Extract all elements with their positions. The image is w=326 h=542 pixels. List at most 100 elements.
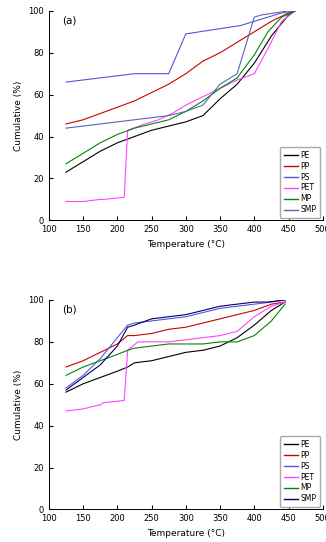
X-axis label: Temperature (°C): Temperature (°C) (147, 529, 225, 538)
PS (201, 309, 205, 316)
PP (235, 312, 239, 318)
Line: PS: PS (66, 11, 295, 82)
MP (293, 8, 297, 14)
Line: MP: MP (66, 11, 295, 164)
PS (115, 334, 119, 341)
PET (218, 332, 222, 339)
PS (184, 31, 188, 37)
PP (133, 332, 137, 339)
SMP (126, 324, 130, 331)
PET (280, 18, 284, 24)
PP (115, 104, 119, 111)
MP (235, 339, 239, 345)
MP (184, 341, 188, 347)
SMP (64, 125, 68, 131)
PS (126, 322, 130, 328)
SMP (259, 12, 263, 18)
PS (98, 356, 102, 362)
MP (81, 364, 85, 370)
PET (184, 337, 188, 343)
Text: (b): (b) (63, 304, 77, 314)
PS (167, 315, 171, 322)
X-axis label: Temperature (°C): Temperature (°C) (147, 240, 225, 249)
PS (252, 18, 256, 24)
SMP (201, 102, 205, 108)
MP (133, 345, 137, 351)
MP (184, 108, 188, 115)
Line: PET: PET (66, 302, 285, 411)
PE (133, 359, 137, 366)
PE (201, 112, 205, 119)
PET (201, 334, 205, 341)
PP (252, 307, 256, 314)
PP (81, 117, 85, 123)
PP (184, 70, 188, 77)
PE (167, 353, 171, 360)
MP (150, 121, 154, 127)
PE (150, 127, 154, 133)
PET (64, 198, 68, 205)
PS (98, 75, 102, 81)
SMP (218, 303, 222, 309)
PP (201, 320, 205, 326)
MP (115, 351, 119, 358)
SMP (167, 313, 171, 320)
PE (167, 123, 171, 130)
SMP (283, 296, 287, 303)
PS (266, 14, 270, 21)
MP (218, 339, 222, 345)
PP (201, 58, 205, 64)
Text: (a): (a) (63, 15, 77, 25)
MP (167, 117, 171, 123)
PP (293, 8, 297, 14)
PET (143, 121, 147, 127)
Line: PE: PE (66, 11, 295, 172)
PET (184, 102, 188, 108)
PS (239, 22, 243, 29)
Line: SMP: SMP (66, 300, 285, 390)
PS (270, 299, 274, 305)
MP (252, 51, 256, 58)
PS (211, 27, 215, 33)
Line: PE: PE (66, 302, 285, 392)
PE (184, 119, 188, 125)
Line: PS: PS (66, 300, 285, 388)
MP (98, 140, 102, 146)
PET (122, 397, 126, 404)
PET (167, 339, 171, 345)
PS (252, 301, 256, 307)
SMP (81, 123, 85, 130)
Line: SMP: SMP (66, 11, 295, 128)
Line: MP: MP (66, 304, 285, 376)
MP (150, 343, 154, 349)
PET (170, 110, 174, 117)
PET (235, 77, 239, 83)
PET (266, 46, 270, 52)
PET (270, 303, 274, 309)
PE (283, 299, 287, 305)
MP (126, 347, 130, 353)
PET (81, 198, 85, 205)
Line: PP: PP (66, 302, 285, 367)
SMP (115, 343, 119, 349)
PET (218, 85, 222, 92)
PET (102, 399, 106, 406)
PET (235, 328, 239, 334)
SMP (293, 8, 297, 14)
PET (81, 405, 85, 412)
MP (64, 372, 68, 379)
PE (218, 95, 222, 102)
PE (126, 364, 130, 370)
SMP (98, 121, 102, 127)
Line: PP: PP (66, 11, 295, 124)
PP (64, 121, 68, 127)
SMP (218, 81, 222, 87)
PP (115, 341, 119, 347)
PET (283, 299, 287, 305)
SMP (266, 299, 270, 305)
PET (252, 70, 256, 77)
PS (133, 320, 137, 326)
PP (167, 326, 171, 333)
SMP (64, 387, 68, 393)
PE (201, 347, 205, 353)
